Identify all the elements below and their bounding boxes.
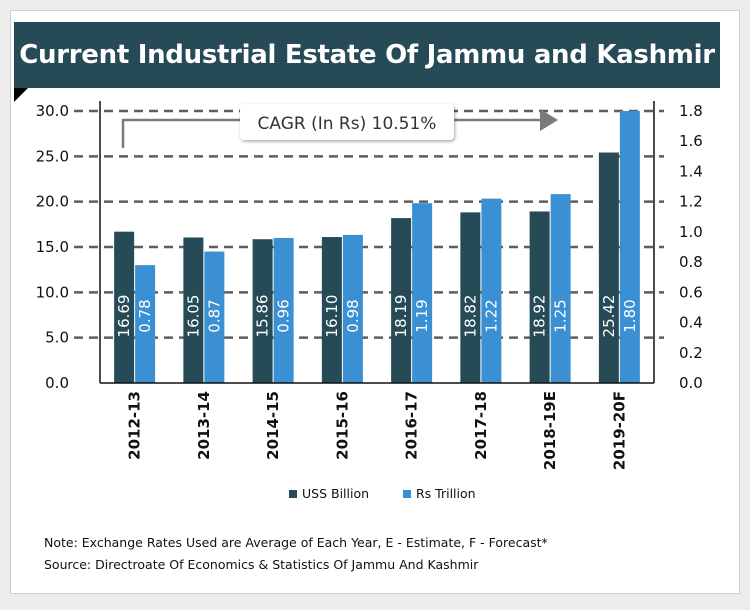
x-tick-label: 2019-20F bbox=[610, 391, 628, 470]
bar-usd bbox=[529, 211, 550, 383]
bar-rs bbox=[619, 111, 640, 383]
y-right-tick-label: 0.2 bbox=[679, 344, 703, 362]
bar-usd-value-label: 16.10 bbox=[323, 295, 341, 338]
y-right-tick-label: 1.4 bbox=[679, 162, 703, 180]
bar-usd bbox=[252, 239, 273, 383]
y-left-tick-label: 10.0 bbox=[36, 283, 69, 301]
legend-label-rs: Rs Trillion bbox=[416, 486, 476, 501]
y-right-tick-label: 0.8 bbox=[679, 253, 703, 271]
y-left-tick-label: 20.0 bbox=[36, 193, 69, 211]
bar-rs bbox=[550, 194, 571, 383]
bar-usd-value-label: 16.05 bbox=[184, 295, 202, 338]
y-left-tick-label: 30.0 bbox=[36, 102, 69, 120]
banner-fold bbox=[14, 88, 28, 102]
bar-usd-value-label: 25.42 bbox=[600, 295, 618, 338]
y-right-tick-label: 1.8 bbox=[679, 102, 703, 120]
y-left-tick-label: 5.0 bbox=[45, 329, 69, 347]
bar-rs-value-label: 0.78 bbox=[136, 299, 154, 332]
bar-usd bbox=[183, 237, 204, 383]
y-left-tick-label: 25.0 bbox=[36, 147, 69, 165]
bar-usd-value-label: 18.19 bbox=[392, 295, 410, 338]
y-right-tick-label: 0.0 bbox=[679, 374, 703, 392]
bar-usd-value-label: 18.82 bbox=[461, 295, 479, 338]
x-tick-label: 2017-18 bbox=[472, 391, 490, 460]
source-text: Source: Directroate Of Economics & Stati… bbox=[44, 557, 479, 572]
y-left-tick-label: 15.0 bbox=[36, 238, 69, 256]
bar-rs bbox=[273, 237, 294, 383]
chart-title: Current Industrial Estate Of Jammu and K… bbox=[19, 40, 715, 70]
x-tick-label: 2012-13 bbox=[126, 391, 144, 460]
x-tick-label: 2014-15 bbox=[264, 391, 282, 460]
bar-usd-value-label: 15.86 bbox=[254, 295, 272, 338]
bar-rs-value-label: 1.22 bbox=[482, 299, 500, 332]
bar-rs-value-label: 0.96 bbox=[275, 299, 293, 332]
bar-rs bbox=[135, 265, 156, 383]
bar-rs bbox=[342, 234, 363, 383]
cagr-annotation: CAGR (In Rs) 10.51% bbox=[258, 114, 437, 134]
legend-swatch-usd bbox=[289, 490, 297, 498]
legend-label-usd: USS Billion bbox=[302, 486, 369, 501]
bar-rs bbox=[412, 203, 433, 383]
bar-rs-value-label: 1.19 bbox=[413, 299, 431, 332]
y-right-tick-label: 0.4 bbox=[679, 314, 703, 332]
y-right-tick-label: 1.0 bbox=[679, 223, 703, 241]
bar-rs-value-label: 1.25 bbox=[552, 299, 570, 332]
title-banner bbox=[14, 22, 720, 88]
bar-usd bbox=[114, 231, 135, 383]
bar-usd-value-label: 16.69 bbox=[115, 295, 133, 338]
bar-usd bbox=[391, 218, 412, 383]
cagr-arrow-head bbox=[540, 109, 558, 131]
y-right-tick-label: 0.6 bbox=[679, 283, 703, 301]
x-tick-label: 2016-17 bbox=[403, 391, 421, 460]
x-tick-label: 2013-14 bbox=[195, 391, 213, 460]
note-text: Note: Exchange Rates Used are Average of… bbox=[44, 535, 548, 550]
x-tick-label: 2018-19E bbox=[541, 391, 559, 470]
bar-usd bbox=[321, 237, 342, 383]
cagr-box bbox=[240, 104, 454, 140]
y-right-tick-label: 1.2 bbox=[679, 193, 703, 211]
bar-usd-value-label: 18.92 bbox=[531, 295, 549, 338]
y-right-tick-label: 1.6 bbox=[679, 132, 703, 150]
bar-rs-value-label: 0.87 bbox=[205, 299, 223, 332]
y-left-tick-label: 0.0 bbox=[45, 374, 69, 392]
bar-usd bbox=[598, 152, 619, 383]
chart-notes: Note: Exchange Rates Used are Average of… bbox=[44, 532, 548, 576]
bar-rs bbox=[481, 198, 502, 383]
legend-swatch-rs bbox=[403, 490, 411, 498]
x-tick-label: 2015-16 bbox=[333, 391, 351, 460]
bar-usd bbox=[460, 212, 481, 383]
bar-rs-value-label: 0.98 bbox=[344, 299, 362, 332]
bar-rs-value-label: 1.80 bbox=[621, 299, 639, 332]
bar-rs bbox=[204, 251, 225, 383]
